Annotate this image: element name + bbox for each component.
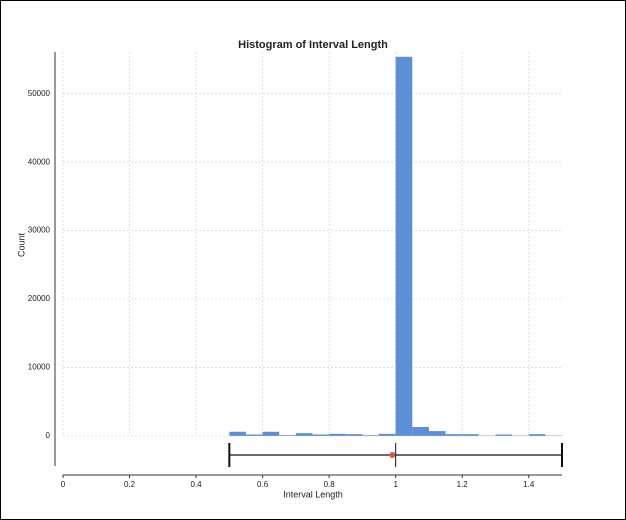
y-tick-label: 30000 [28, 226, 51, 235]
bar [495, 434, 513, 436]
bar [245, 434, 263, 436]
bar [345, 434, 363, 436]
x-tick-label: 0 [61, 480, 66, 489]
bar [412, 426, 429, 436]
bar [329, 433, 346, 436]
y-tick-label: 40000 [28, 157, 51, 166]
bar [528, 434, 546, 436]
bar [262, 431, 280, 436]
bar [295, 433, 313, 436]
bar [462, 434, 479, 436]
x-tick-label: 1.4 [523, 480, 535, 489]
x-tick-label: 0.6 [257, 480, 269, 489]
y-axis-label: Count [16, 233, 26, 258]
bar [279, 435, 296, 436]
mean-point [389, 452, 396, 458]
x-tick-label: 1.2 [457, 480, 469, 489]
x-tick-label: 0.2 [124, 480, 136, 489]
x-tick-label: 1 [393, 480, 398, 489]
x-axis-label: Interval Length [283, 489, 343, 499]
y-tick-label: 0 [46, 431, 51, 440]
x-tick-label: 0.4 [191, 480, 203, 489]
bar [379, 433, 396, 436]
chart-title: Histogram of Interval Length [238, 39, 388, 51]
y-tick-label: 20000 [28, 294, 51, 303]
bar [428, 431, 446, 436]
bar [395, 56, 413, 436]
x-tick-label: 0.8 [324, 480, 336, 489]
bar [229, 431, 246, 436]
bar [445, 434, 463, 436]
bar [362, 435, 380, 436]
y-tick-label: 10000 [28, 363, 51, 372]
y-tick-label: 50000 [28, 89, 51, 98]
bar [312, 434, 330, 436]
